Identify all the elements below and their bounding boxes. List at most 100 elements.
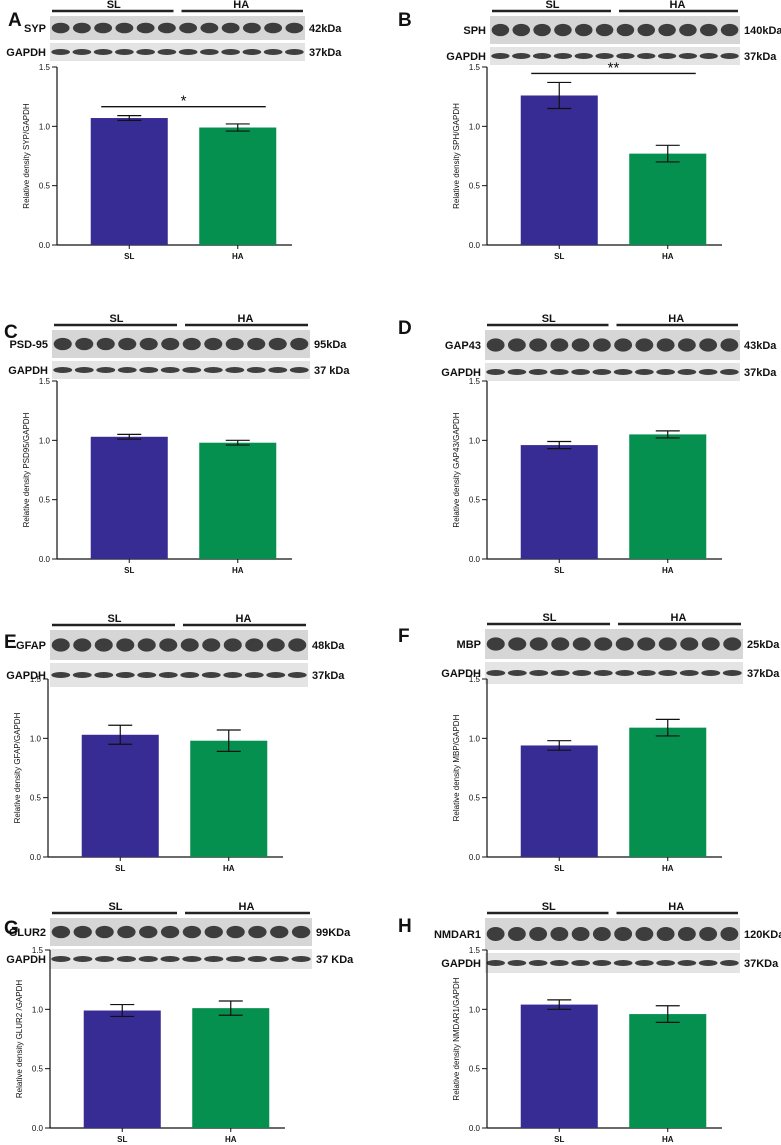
x-tick-label: HA bbox=[225, 1135, 237, 1144]
control-label: GAPDH bbox=[441, 958, 481, 970]
target-label: PSD-95 bbox=[9, 339, 48, 351]
control-band bbox=[203, 367, 223, 373]
y-axis-label: Relative density SYP/GAPDH bbox=[22, 103, 31, 209]
target-band bbox=[615, 637, 634, 651]
target-blot-strip bbox=[485, 918, 740, 950]
control-band bbox=[486, 369, 505, 375]
target-band bbox=[529, 338, 548, 352]
blot-group-label-sl: SL bbox=[107, 0, 121, 11]
y-tick-label: 0.0 bbox=[39, 241, 51, 250]
y-tick-label: 0.5 bbox=[469, 496, 481, 505]
panel-letter: E bbox=[4, 632, 17, 653]
target-band bbox=[53, 337, 72, 351]
target-band bbox=[75, 337, 94, 351]
target-band bbox=[699, 926, 718, 942]
control-band bbox=[592, 960, 612, 966]
control-blot-strip bbox=[50, 43, 305, 61]
target-blot-strip bbox=[50, 16, 305, 40]
control-band bbox=[180, 672, 200, 678]
bar-ha bbox=[629, 1014, 707, 1128]
bar-ha bbox=[199, 442, 277, 559]
target-band bbox=[247, 337, 266, 351]
target-band bbox=[616, 23, 635, 37]
control-band bbox=[698, 960, 718, 966]
control-band bbox=[136, 49, 155, 55]
control-blot-strip bbox=[485, 662, 743, 684]
control-band bbox=[698, 369, 718, 375]
control-band bbox=[291, 956, 311, 962]
control-band bbox=[613, 960, 633, 966]
y-axis-label: Relative density SPH/GAPDH bbox=[452, 103, 461, 209]
control-band bbox=[96, 367, 116, 373]
y-axis-label: Relative density GAP43/GAPDH bbox=[452, 412, 461, 527]
control-blot-strip bbox=[50, 949, 312, 969]
target-band bbox=[179, 22, 198, 34]
target-band bbox=[658, 637, 677, 651]
x-tick-label: HA bbox=[662, 864, 674, 873]
control-band bbox=[182, 956, 202, 962]
target-band bbox=[720, 338, 739, 352]
control-band bbox=[72, 672, 92, 678]
target-size-label: 48kDa bbox=[312, 640, 345, 652]
target-band bbox=[161, 337, 180, 351]
target-band bbox=[242, 22, 261, 34]
target-band bbox=[202, 638, 221, 652]
y-tick-label: 0.0 bbox=[30, 853, 42, 862]
target-band bbox=[94, 638, 113, 652]
x-tick-label: SL bbox=[124, 252, 134, 261]
target-band bbox=[595, 23, 614, 37]
y-tick-label: 1.0 bbox=[32, 1005, 44, 1014]
target-band bbox=[551, 637, 570, 651]
target-band bbox=[200, 22, 219, 34]
target-band bbox=[486, 338, 505, 352]
bar-ha bbox=[192, 1008, 270, 1128]
target-label: GLUR2 bbox=[9, 927, 46, 939]
blot-group-label-ha: HA bbox=[236, 613, 252, 625]
target-band bbox=[658, 23, 676, 37]
x-tick-label: HA bbox=[662, 566, 674, 575]
control-size-label: 37 KDa bbox=[316, 954, 354, 966]
control-band bbox=[221, 49, 240, 55]
x-tick-label: SL bbox=[554, 252, 564, 261]
blot-group-label-sl: SL bbox=[542, 612, 556, 624]
x-tick-label: HA bbox=[232, 252, 244, 261]
target-band bbox=[204, 337, 223, 351]
target-size-label: 95kDa bbox=[314, 339, 347, 351]
y-tick-label: 0.5 bbox=[32, 1065, 44, 1074]
target-label: SPH bbox=[463, 25, 486, 37]
bar-ha bbox=[629, 434, 707, 559]
y-tick-label: 1.0 bbox=[469, 1005, 481, 1014]
control-band bbox=[51, 956, 71, 962]
x-tick-label: SL bbox=[115, 864, 125, 873]
target-band bbox=[491, 23, 510, 37]
control-band bbox=[658, 670, 678, 676]
control-label: GAPDH bbox=[446, 51, 486, 63]
y-tick-label: 1.5 bbox=[30, 675, 42, 684]
x-tick-label: SL bbox=[554, 1135, 564, 1144]
control-band bbox=[656, 960, 675, 966]
control-band bbox=[486, 960, 505, 966]
target-band bbox=[677, 338, 696, 352]
target-band bbox=[291, 925, 311, 939]
control-band bbox=[677, 369, 697, 375]
panel-letter: G bbox=[4, 918, 19, 939]
y-axis-label: Relative density MBP/GAPDH bbox=[452, 714, 461, 821]
target-band bbox=[115, 22, 134, 34]
control-blot-strip bbox=[485, 363, 740, 381]
control-size-label: 37KDa bbox=[744, 958, 779, 970]
target-band bbox=[96, 337, 115, 351]
target-band bbox=[700, 23, 718, 37]
target-band bbox=[157, 22, 176, 34]
target-blot-strip bbox=[490, 16, 740, 44]
control-label: GAPDH bbox=[441, 367, 481, 379]
panel-c: C SL HA PSD-95 95kDa GAPDH 37 kDa 0.0 0.5 1.0 1.5 R… bbox=[4, 313, 350, 575]
control-band bbox=[115, 672, 135, 678]
control-band bbox=[491, 53, 510, 59]
control-blot-strip bbox=[490, 47, 740, 65]
target-band bbox=[656, 338, 675, 352]
control-band bbox=[287, 672, 307, 678]
control-band bbox=[225, 956, 246, 962]
target-band bbox=[225, 337, 244, 351]
target-band bbox=[571, 926, 590, 942]
target-band bbox=[182, 337, 201, 351]
